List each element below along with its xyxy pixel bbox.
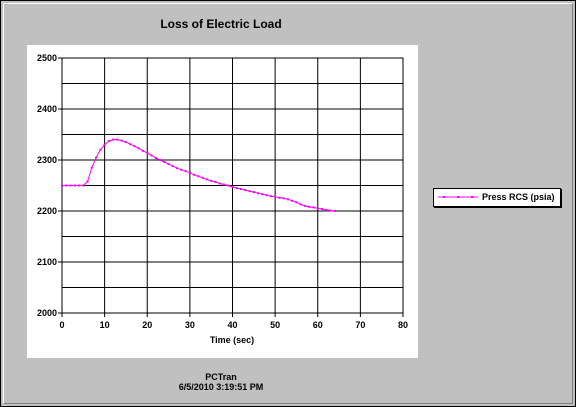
x-tick-label: 10 <box>100 320 110 330</box>
data-point <box>282 197 285 200</box>
data-point <box>86 180 89 183</box>
series-layer <box>61 138 336 212</box>
data-point <box>159 159 161 161</box>
data-point <box>73 184 76 187</box>
y-tick-label: 2000 <box>37 308 57 318</box>
data-point <box>163 161 166 163</box>
chart-title: Loss of Electric Load <box>160 17 282 31</box>
data-point <box>171 165 174 168</box>
data-point <box>218 182 221 185</box>
legend-label: Press RCS (psia) <box>482 192 555 202</box>
footer-timestamp: 6/5/2010 3:19:51 PM <box>178 382 264 392</box>
footer-source: PCTran <box>205 372 237 382</box>
data-point <box>205 178 208 181</box>
y-tick-label: 2400 <box>37 104 57 114</box>
data-point <box>214 180 217 183</box>
legend: Press RCS (psia) <box>433 188 561 207</box>
data-point <box>304 204 306 207</box>
data-point <box>261 193 264 196</box>
data-point <box>295 201 298 204</box>
data-point <box>201 176 204 179</box>
data-point <box>184 170 187 173</box>
tick-labels: 0 10 20 30 40 50 60 70 80 2500 2400 2300 2200 2100 200… <box>37 53 408 330</box>
data-point <box>248 190 251 193</box>
data-point <box>278 196 281 199</box>
data-point <box>312 206 315 209</box>
data-point <box>65 184 68 187</box>
data-point <box>150 154 153 157</box>
data-point <box>227 184 230 187</box>
data-point <box>99 148 102 151</box>
data-point <box>112 138 115 141</box>
grid-lines <box>58 57 404 317</box>
data-point <box>257 192 260 195</box>
data-point <box>142 149 144 152</box>
data-point <box>193 173 196 176</box>
data-point <box>223 183 225 186</box>
x-tick-label: 0 <box>59 320 64 330</box>
data-point <box>129 143 132 146</box>
data-point <box>274 195 277 198</box>
data-point <box>210 179 213 182</box>
y-tick-label: 2100 <box>37 257 57 267</box>
data-point <box>116 138 119 141</box>
data-point <box>188 171 191 174</box>
data-point <box>120 139 123 142</box>
y-tick-label: 2500 <box>37 53 57 63</box>
data-point <box>78 184 80 187</box>
data-point <box>269 195 272 198</box>
plot-panel: 0 10 20 30 40 50 60 70 80 2500 2400 2300 2200 2100 200… <box>27 45 418 358</box>
data-point <box>235 187 238 190</box>
data-point <box>124 141 127 144</box>
data-point <box>103 143 106 146</box>
x-tick-label: 20 <box>142 320 152 330</box>
x-tick-label: 80 <box>398 320 408 330</box>
data-point <box>176 167 179 170</box>
data-point <box>329 209 332 212</box>
data-point <box>308 205 311 208</box>
data-point <box>286 198 289 201</box>
x-tick-label: 70 <box>355 320 365 330</box>
data-point <box>69 184 72 187</box>
data-point <box>265 194 268 197</box>
data-point <box>325 209 328 211</box>
data-point <box>82 184 85 187</box>
data-point <box>133 145 136 148</box>
x-tick-label: 60 <box>313 320 323 330</box>
data-point <box>95 156 98 159</box>
data-point <box>137 147 140 150</box>
data-point <box>90 166 93 169</box>
data-point <box>146 151 149 154</box>
legend-swatch <box>438 196 478 198</box>
data-point <box>299 203 302 206</box>
data-point <box>167 163 170 166</box>
y-tick-label: 2300 <box>37 155 57 165</box>
y-tick-label: 2200 <box>37 206 57 216</box>
data-point <box>316 207 319 210</box>
x-axis-label: Time (sec) <box>210 335 254 345</box>
x-tick-label: 50 <box>270 320 280 330</box>
data-point <box>252 191 255 194</box>
x-tick-label: 40 <box>227 320 237 330</box>
data-point <box>107 140 110 143</box>
data-point <box>180 168 183 171</box>
data-point <box>231 186 234 188</box>
data-point <box>197 175 200 178</box>
data-point <box>244 189 247 192</box>
data-point <box>61 184 63 187</box>
data-point <box>291 199 294 202</box>
data-point <box>154 157 157 159</box>
window-frame <box>3 3 573 404</box>
data-point <box>321 208 323 210</box>
data-point <box>333 210 336 212</box>
line-chart: 0 10 20 30 40 50 60 70 80 2500 2400 2300 2200 2100 200… <box>37 53 408 345</box>
data-point <box>240 188 242 191</box>
x-tick-label: 30 <box>185 320 195 330</box>
